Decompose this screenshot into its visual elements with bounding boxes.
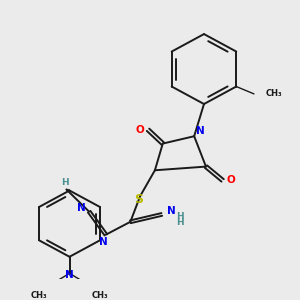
Text: CH₃: CH₃ — [266, 89, 282, 98]
Text: S: S — [134, 193, 143, 206]
Text: O: O — [226, 176, 235, 185]
Text: CH₃: CH₃ — [92, 291, 108, 300]
Text: O: O — [136, 125, 145, 135]
Text: H: H — [61, 178, 68, 187]
Text: N: N — [77, 203, 86, 213]
Text: N: N — [100, 237, 108, 247]
Text: N: N — [196, 126, 204, 136]
Text: H: H — [177, 212, 184, 221]
Text: CH₃: CH₃ — [31, 291, 47, 300]
Text: N: N — [65, 270, 74, 280]
Text: H: H — [177, 218, 184, 227]
Text: N: N — [167, 206, 176, 216]
